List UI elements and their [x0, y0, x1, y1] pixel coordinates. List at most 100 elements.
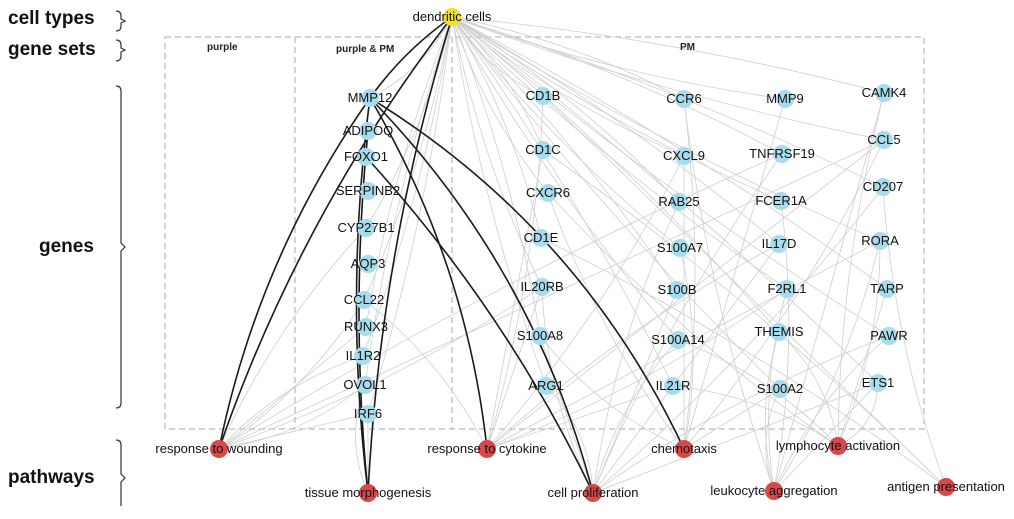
- gene-label-ccr6: CCR6: [666, 91, 701, 106]
- gene-label-s100a2: S100A2: [757, 381, 803, 396]
- gene-label-cd1e: CD1E: [524, 230, 559, 245]
- pathway-label-leukocyte-aggregation: leukocyte aggregation: [710, 483, 837, 498]
- edge-celltype-gene: [451, 16, 547, 387]
- edge-gene-pathway: [540, 237, 947, 488]
- edge-highlighted: [369, 97, 685, 450]
- edge-celltype-gene: [451, 16, 678, 291]
- gene-label-s100a7: S100A7: [657, 240, 703, 255]
- gene-label-adipoq: ADIPOQ: [343, 123, 394, 138]
- gene-label-camk4: CAMK4: [862, 85, 907, 100]
- gene-label-runx3: RUNX3: [344, 319, 388, 334]
- edge-celltype-gene: [451, 16, 786, 100]
- gene-label-ccl22: CCL22: [344, 292, 384, 307]
- gene-label-cxcl9: CXCL9: [663, 148, 705, 163]
- edge-gene-pathway: [218, 139, 885, 450]
- gene-node-irf6: [359, 405, 377, 423]
- edge-gene-pathway: [547, 192, 839, 447]
- pathway-label-response-to-wounding: response to wounding: [155, 441, 282, 456]
- edge-gene-pathway: [764, 331, 780, 492]
- gene-label-aqp3: AQP3: [351, 256, 386, 271]
- edge-gene-pathway: [486, 286, 543, 450]
- gene-node-cyp27b1: [357, 219, 375, 237]
- gene-label-s100a14: S100A14: [651, 332, 705, 347]
- edge-gene-pathway: [218, 384, 366, 450]
- gene-node-s100a8: [531, 327, 549, 345]
- gene-label-il20rb: IL20RB: [520, 279, 563, 294]
- gene-label-cxcr6: CXCR6: [526, 185, 570, 200]
- pathways-bracket: [115, 439, 126, 506]
- edge-highlighted: [218, 16, 453, 450]
- pathway-node-response-to-cytokine: [478, 440, 496, 458]
- gene-node-cd1e: [532, 229, 550, 247]
- gene-node-cxcr6: [539, 184, 557, 202]
- gene-node-ovol1: [356, 376, 374, 394]
- edge-highlighted: [365, 156, 594, 494]
- gene-label-il17d: IL17D: [762, 236, 797, 251]
- gene-node-mmp12: [361, 89, 379, 107]
- edge-gene-pathway: [218, 286, 543, 450]
- edge-gene-pathway: [683, 139, 885, 450]
- edge-gene-pathway: [773, 335, 890, 492]
- edge-celltype-gene: [451, 16, 879, 384]
- gene-node-cd1b: [534, 87, 552, 105]
- gene-node-cd1c: [534, 141, 552, 159]
- edge-celltype-gene: [364, 16, 453, 386]
- gene-node-themis: [770, 323, 788, 341]
- gene-node-il21r: [664, 377, 682, 395]
- edge-gene-pathway: [218, 326, 367, 450]
- edge-gene-pathway: [837, 240, 881, 447]
- gene-label-s100b: S100B: [657, 282, 696, 297]
- edge-celltype-gene: [451, 16, 685, 100]
- gene-label-cd1b: CD1B: [526, 88, 561, 103]
- edge-gene-pathway: [542, 95, 947, 488]
- edge-celltype-gene: [363, 16, 453, 301]
- pathway-node-antigen-presentation: [937, 478, 955, 496]
- pathway-label-antigen-presentation: antigen presentation: [887, 479, 1005, 494]
- edge-gene-pathway: [683, 98, 786, 450]
- gene-node-il17d: [770, 235, 788, 253]
- pathway-node-cell-proliferation: [584, 484, 602, 502]
- gene-label-cyp27b1: CYP27B1: [337, 220, 394, 235]
- edge-gene-pathway: [683, 388, 781, 450]
- gene-node-s100a14: [669, 331, 687, 349]
- gene-sets-bracket: [115, 39, 127, 62]
- edge-gene-pathway: [486, 288, 788, 450]
- gene-node-adipoq: [359, 122, 377, 140]
- edge-gene-pathway: [773, 240, 881, 492]
- gene-label-arg1: ARG1: [528, 378, 563, 393]
- row-label-genes: genes: [39, 236, 94, 257]
- edge-gene-pathway: [539, 335, 685, 450]
- edge-celltype-gene: [451, 16, 685, 157]
- edge-gene-pathway: [486, 155, 685, 450]
- pathway-node-tissue-morphogenesis: [359, 484, 377, 502]
- pathway-label-lymphocyte-activation: lymphocyte activation: [776, 438, 900, 453]
- pathway-label-tissue-morphogenesis: tissue morphogenesis: [305, 485, 432, 500]
- gene-node-rora: [871, 232, 889, 250]
- edge-gene-pathway: [486, 139, 885, 450]
- gene-label-tnfrsf19: TNFRSF19: [749, 146, 815, 161]
- gene-label-cd1c: CD1C: [525, 142, 560, 157]
- edge-highlighted: [369, 16, 453, 99]
- edge-gene-pathway: [837, 288, 888, 447]
- gene-node-ets1: [869, 374, 887, 392]
- edge-gene-pathway: [218, 153, 783, 450]
- gene-label-fcer1a: FCER1A: [755, 193, 807, 208]
- edge-gene-pathway: [677, 339, 839, 447]
- gene-node-serpinb2: [359, 182, 377, 200]
- edge-gene-pathway: [773, 92, 885, 492]
- pathway-node-chemotaxis: [675, 440, 693, 458]
- gene-label-f2rl1: F2RL1: [767, 281, 806, 296]
- gene-label-serpinb2: SERPINB2: [336, 183, 400, 198]
- gene-node-il20rb: [533, 278, 551, 296]
- gene-label-il1r2: IL1R2: [346, 348, 381, 363]
- gene-label-rora: RORA: [861, 233, 899, 248]
- edge-celltype-gene: [365, 16, 453, 328]
- row-label-pathways: pathways: [8, 467, 95, 488]
- edge-gene-pathway: [218, 227, 367, 450]
- row-label-gene-sets: gene sets: [8, 39, 96, 60]
- cell-types-bracket: [115, 10, 127, 32]
- edge-highlighted: [369, 97, 594, 494]
- pathway-label-cell-proliferation: cell proliferation: [547, 485, 638, 500]
- gene-node-cxcl9: [675, 147, 693, 165]
